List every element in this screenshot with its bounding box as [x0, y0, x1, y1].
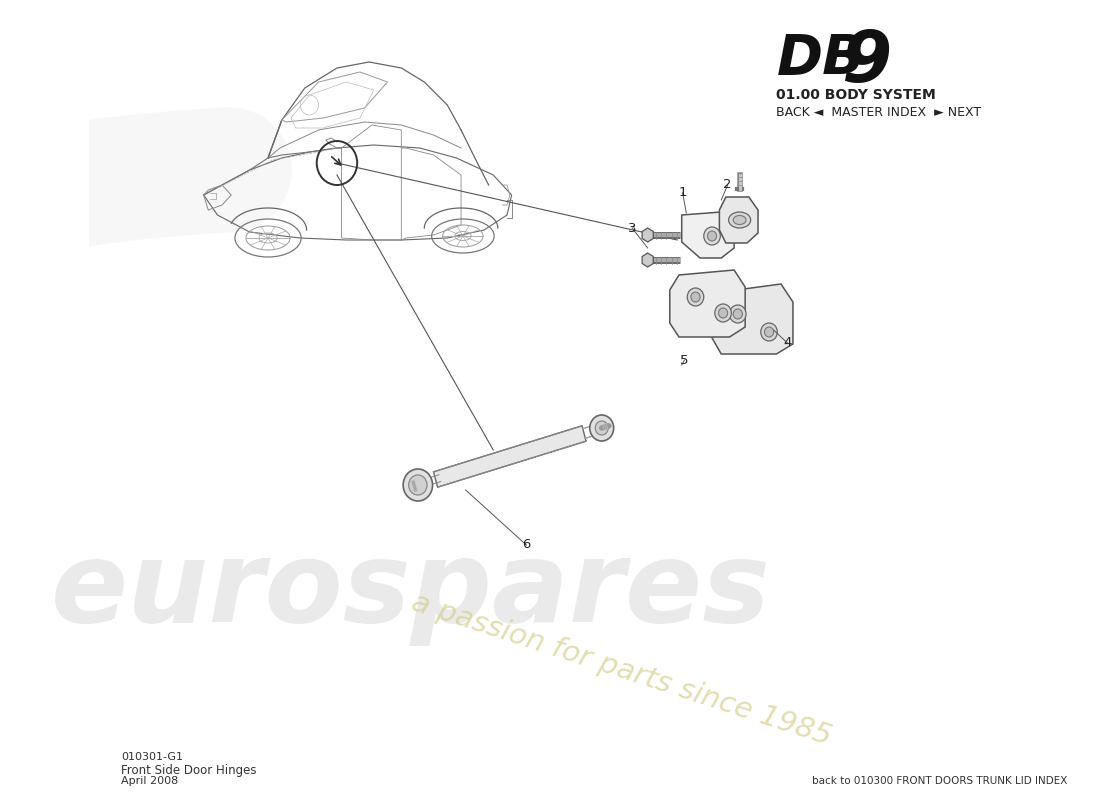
Text: a passion for parts since 1985: a passion for parts since 1985: [408, 589, 836, 751]
Text: 01.00 BODY SYSTEM: 01.00 BODY SYSTEM: [777, 88, 936, 102]
Polygon shape: [642, 228, 653, 242]
Polygon shape: [712, 284, 793, 354]
Ellipse shape: [728, 212, 750, 228]
Text: BACK ◄  MASTER INDEX  ► NEXT: BACK ◄ MASTER INDEX ► NEXT: [777, 106, 981, 119]
Circle shape: [688, 288, 704, 306]
Text: eurospares: eurospares: [51, 534, 770, 646]
Circle shape: [404, 469, 432, 501]
Polygon shape: [682, 212, 734, 258]
Text: 010301-G1: 010301-G1: [121, 752, 183, 762]
Polygon shape: [433, 426, 586, 487]
Circle shape: [718, 308, 728, 318]
Polygon shape: [642, 253, 653, 267]
Text: 9: 9: [840, 28, 891, 97]
Circle shape: [761, 323, 778, 341]
Circle shape: [704, 227, 720, 245]
Polygon shape: [719, 197, 758, 243]
Ellipse shape: [734, 215, 746, 225]
Circle shape: [595, 421, 608, 435]
Text: 2: 2: [724, 178, 732, 191]
Circle shape: [707, 231, 716, 241]
Text: Front Side Door Hinges: Front Side Door Hinges: [121, 764, 256, 777]
Text: 6: 6: [522, 538, 530, 551]
Text: back to 010300 FRONT DOORS TRUNK LID INDEX: back to 010300 FRONT DOORS TRUNK LID IND…: [813, 776, 1068, 786]
Circle shape: [590, 415, 614, 441]
Text: 5: 5: [680, 354, 689, 366]
Text: 3: 3: [628, 222, 636, 234]
Circle shape: [734, 309, 742, 319]
Text: April 2008: April 2008: [121, 776, 178, 786]
Circle shape: [691, 292, 700, 302]
Circle shape: [409, 475, 427, 495]
Polygon shape: [670, 270, 745, 337]
Circle shape: [715, 304, 732, 322]
Text: 1: 1: [679, 186, 686, 199]
Circle shape: [764, 327, 773, 337]
Text: DB: DB: [777, 32, 865, 86]
Text: 4: 4: [783, 337, 792, 350]
Circle shape: [729, 305, 746, 323]
